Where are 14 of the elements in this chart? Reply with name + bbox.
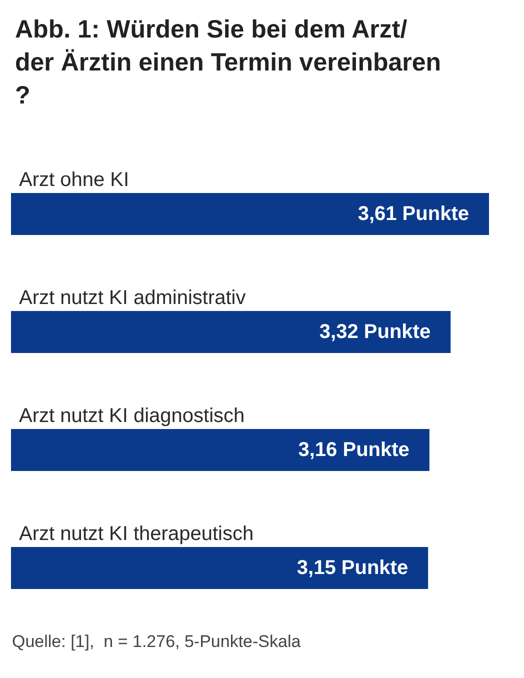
bar <box>11 311 451 353</box>
y-tick-label: Arzt nutzt KI administrativ <box>19 287 246 309</box>
data-label: 3,32 Punkte <box>319 321 431 343</box>
chart-title: Abb. 1: Würden Sie bei dem Arzt/der Ärztin einen Termin vereinbaren? <box>15 16 442 110</box>
data-label: 3,15 Punkte <box>296 557 408 579</box>
y-tick-label: Arzt nutzt KI diagnostisch <box>19 405 245 427</box>
source-note: Quelle: [1], n = 1.276, 5-Punkte-Skala <box>12 632 302 651</box>
data-label: 3,61 Punkte <box>358 203 469 225</box>
bar <box>11 547 428 589</box>
bar <box>11 429 430 471</box>
data-label: 3,16 Punkte <box>298 439 410 461</box>
bar <box>11 193 489 235</box>
y-tick-label: Arzt ohne KI <box>19 169 130 191</box>
y-tick-label: Arzt nutzt KI therapeutisch <box>19 523 254 545</box>
